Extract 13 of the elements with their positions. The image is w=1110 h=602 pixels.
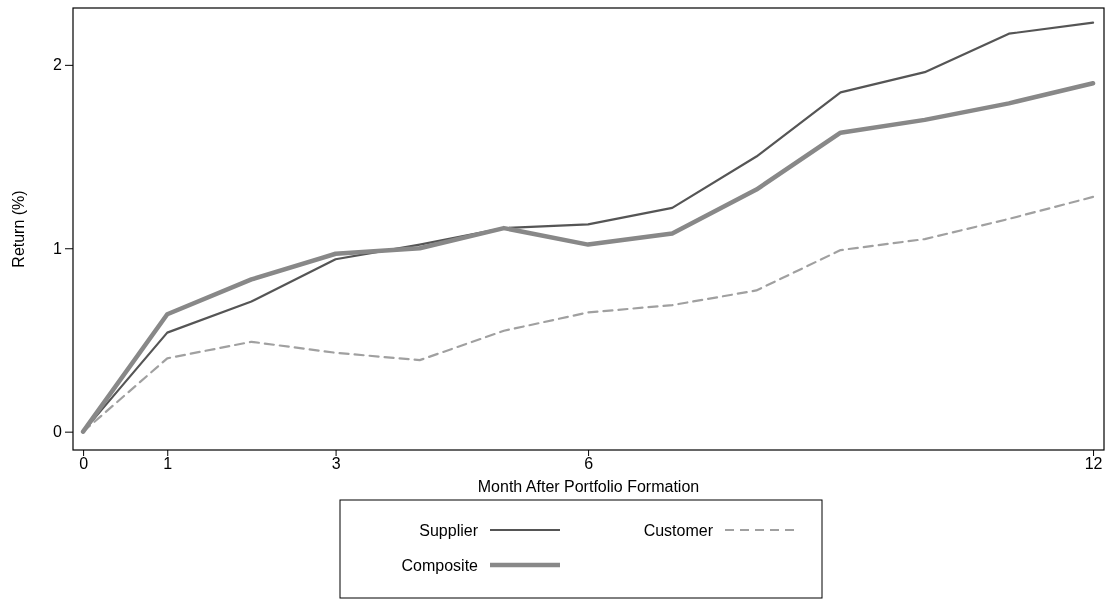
legend-label: Composite	[401, 557, 479, 574]
x-tick-label: 3	[331, 455, 341, 473]
y-tick-label: 2	[53, 56, 63, 74]
x-tick-label: 6	[584, 455, 594, 473]
legend-label: Supplier	[419, 522, 479, 539]
x-tick-label: 12	[1084, 455, 1103, 473]
y-axis-title: Return (%)	[10, 190, 27, 268]
y-tick-label: 0	[53, 423, 63, 441]
x-tick-label: 1	[163, 455, 173, 473]
y-tick-label: 1	[53, 239, 63, 257]
x-axis-title: Month After Portfolio Formation	[477, 478, 700, 495]
x-tick-label: 0	[79, 455, 89, 473]
legend-label: Customer	[643, 522, 714, 539]
